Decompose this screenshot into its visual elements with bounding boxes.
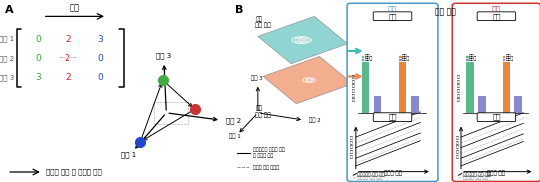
Text: 자극
하위 공간: 자극 하위 공간 xyxy=(255,106,271,118)
Text: 0: 0 xyxy=(35,54,41,63)
Text: 대조군: 대조군 xyxy=(469,56,477,62)
FancyBboxPatch shape xyxy=(477,12,516,21)
Text: 복셀 2: 복셀 2 xyxy=(0,55,14,62)
Text: 자극의 세기: 자극의 세기 xyxy=(488,170,505,176)
Text: A: A xyxy=(5,5,14,15)
Text: 하나의 시간 포인트: 하나의 시간 포인트 xyxy=(253,165,279,170)
Text: 복셀 2: 복셀 2 xyxy=(226,117,241,124)
Text: 내
장
반
응
빈
도: 내 장 반 응 빈 도 xyxy=(352,75,355,102)
Text: ···2···: ···2··· xyxy=(58,54,77,63)
Text: 재구성된 통증 보고: 재구성된 통증 보고 xyxy=(357,175,382,180)
Text: 피질 자극: 피질 자극 xyxy=(435,7,456,16)
Bar xyxy=(399,59,401,60)
Bar xyxy=(362,59,363,60)
Text: 3: 3 xyxy=(35,73,41,82)
Text: 대조군: 대조군 xyxy=(364,56,373,62)
Text: 높음: 높음 xyxy=(492,5,501,15)
FancyBboxPatch shape xyxy=(373,12,412,21)
Text: 기대
하위 공간: 기대 하위 공간 xyxy=(255,16,271,29)
FancyBboxPatch shape xyxy=(373,113,412,122)
Text: 피험자들의 통증 보고: 피험자들의 통증 보고 xyxy=(463,172,490,177)
Text: 보존: 보존 xyxy=(492,13,501,19)
Bar xyxy=(503,56,504,57)
Text: 재구성된 통증 보고: 재구성된 통증 보고 xyxy=(463,175,488,180)
Bar xyxy=(374,96,381,113)
Polygon shape xyxy=(263,56,353,104)
Text: 기대: 기대 xyxy=(364,54,370,59)
Text: 0: 0 xyxy=(97,73,103,82)
Text: 복셀 3: 복셀 3 xyxy=(251,76,262,81)
Text: 낙음: 낙음 xyxy=(388,5,397,15)
FancyBboxPatch shape xyxy=(453,3,540,181)
Text: 2: 2 xyxy=(65,35,71,44)
Bar xyxy=(478,96,485,113)
Text: 복셀 3: 복셀 3 xyxy=(0,74,14,81)
Text: 통합: 통합 xyxy=(388,114,397,120)
Text: 대조군: 대조군 xyxy=(402,56,410,62)
FancyBboxPatch shape xyxy=(347,3,438,181)
Text: 시간: 시간 xyxy=(70,3,80,12)
Polygon shape xyxy=(258,16,348,64)
Bar xyxy=(503,59,504,60)
Text: 자극: 자극 xyxy=(402,54,407,59)
Text: 보존: 보존 xyxy=(388,13,397,19)
Text: 자극: 자극 xyxy=(505,54,511,59)
Text: 자극의 세기: 자극의 세기 xyxy=(383,170,402,176)
Text: 네트워크내 시간에 따른
뇌 활성화 정도: 네트워크내 시간에 따른 뇌 활성화 정도 xyxy=(253,147,285,158)
FancyBboxPatch shape xyxy=(477,113,516,122)
Text: 기대: 기대 xyxy=(469,54,475,59)
Text: 0: 0 xyxy=(97,54,103,63)
Text: 다
변
량
통
증: 다 변 량 통 증 xyxy=(455,136,458,159)
Text: 복셀 3: 복셀 3 xyxy=(156,52,172,59)
Text: 복셀 2: 복셀 2 xyxy=(309,117,321,123)
Text: 3: 3 xyxy=(97,35,103,44)
Text: 다
변
량
통
증: 다 변 량 통 증 xyxy=(350,136,353,159)
Bar xyxy=(467,59,468,60)
Text: 복셀 1: 복셀 1 xyxy=(120,152,136,158)
Text: 대조군: 대조군 xyxy=(505,56,514,62)
Text: 복셀 1: 복셀 1 xyxy=(0,36,14,42)
Text: 복셀 1: 복셀 1 xyxy=(229,134,241,139)
Text: B: B xyxy=(235,5,243,15)
Text: 피험자들의 통증 보고: 피험자들의 통증 보고 xyxy=(357,172,385,177)
Text: 통합: 통합 xyxy=(492,114,501,120)
Bar xyxy=(362,56,363,57)
Bar xyxy=(503,62,510,113)
Bar xyxy=(467,56,468,57)
Bar xyxy=(515,96,522,113)
Text: 내
장
반
응
빈
도: 내 장 반 응 빈 도 xyxy=(457,75,460,102)
Text: 0: 0 xyxy=(35,35,41,44)
Bar xyxy=(467,62,474,113)
Text: 시간에 따른 뇌 활성화 정도: 시간에 따른 뇌 활성화 정도 xyxy=(46,169,102,175)
Bar xyxy=(362,62,369,113)
Text: 2: 2 xyxy=(65,73,71,82)
Bar xyxy=(399,62,407,113)
Bar xyxy=(411,96,418,113)
Bar xyxy=(399,56,401,57)
